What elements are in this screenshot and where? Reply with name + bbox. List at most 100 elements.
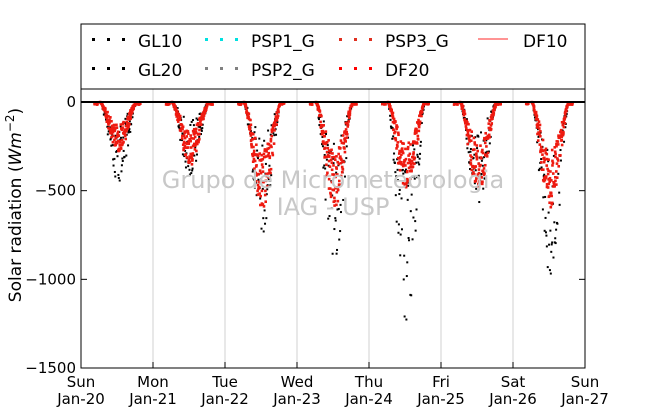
gl-point (411, 144, 414, 147)
df-point (543, 158, 547, 162)
df-point (112, 134, 115, 138)
gl-point (262, 217, 265, 220)
df-point (538, 127, 541, 130)
gl-point (397, 231, 400, 234)
df-point (482, 170, 485, 174)
legend-swatch (92, 38, 95, 41)
df-point (337, 162, 341, 166)
gl-point (411, 175, 414, 178)
df-point (176, 110, 179, 113)
df-point (330, 161, 334, 165)
gl-point (400, 228, 403, 231)
df-point (261, 203, 265, 206)
gl-point (181, 139, 184, 142)
df-point (551, 172, 555, 175)
df-point (340, 165, 344, 169)
df-point (328, 149, 331, 152)
legend-item: GL10 (92, 32, 182, 52)
df-point (559, 134, 563, 138)
df-point (108, 118, 111, 122)
gl-point (116, 155, 119, 158)
gl-point (545, 234, 548, 237)
df-point (181, 143, 185, 147)
df-point (463, 118, 466, 122)
df-point (331, 173, 334, 176)
df-point (270, 134, 274, 138)
df-point (486, 151, 490, 155)
df-point (185, 156, 189, 159)
df-point (479, 156, 483, 160)
df-point (239, 102, 243, 106)
df-point (109, 127, 112, 131)
y-tick-label: −500 (35, 182, 76, 200)
df-point (543, 178, 547, 182)
gl-point (413, 177, 416, 180)
df-point (401, 151, 405, 155)
df-point (470, 168, 474, 172)
gl-point (266, 188, 269, 191)
df-point (409, 177, 412, 180)
legend-swatch (339, 38, 342, 41)
df-point (270, 145, 273, 149)
df-point (473, 166, 476, 170)
df-point (248, 124, 251, 128)
gl-point (327, 164, 330, 167)
gl-point (478, 201, 481, 204)
df-point (562, 125, 566, 129)
df-point (415, 131, 418, 135)
df-point (114, 143, 117, 147)
df-point (320, 125, 324, 128)
df-point (488, 135, 491, 139)
df-point (252, 151, 256, 155)
df-point (166, 102, 170, 106)
df-point (539, 134, 542, 138)
df-point (462, 113, 466, 117)
gl-point (488, 142, 491, 145)
gl-point (474, 169, 477, 172)
df-point (331, 156, 334, 159)
df-point (249, 134, 253, 137)
gl-point (107, 130, 110, 133)
df-point (404, 147, 407, 151)
df-point (266, 154, 270, 157)
df-point (348, 108, 352, 112)
df-point (115, 141, 119, 145)
df-point (117, 134, 121, 138)
df-point (341, 167, 345, 171)
df-point (124, 124, 128, 128)
df-point (115, 123, 118, 127)
gl-point (253, 131, 256, 134)
df-point (130, 110, 134, 114)
gl-point (254, 126, 257, 129)
gl-point (114, 134, 117, 137)
df-point (244, 104, 248, 108)
df-point (251, 138, 254, 141)
legend-swatch (235, 38, 238, 41)
gl-point (465, 137, 468, 140)
gl-point (540, 158, 543, 161)
df-point (475, 157, 479, 161)
gl-point (124, 117, 127, 120)
df-point (125, 120, 128, 124)
x-tick-label-date: Jan-25 (416, 390, 465, 408)
gl-point (268, 179, 271, 182)
df-point (178, 114, 182, 118)
df-point (466, 142, 469, 146)
df-point (182, 147, 186, 150)
df-point (124, 137, 128, 141)
df-point (210, 103, 213, 106)
df-point (487, 133, 491, 137)
df-point (474, 179, 478, 183)
df-point (267, 146, 271, 150)
df-point (262, 205, 266, 208)
df-point (424, 102, 427, 105)
gl-point (201, 127, 204, 130)
legend: GL10 PSP1_G PSP3_G DF10 GL20 PSP2_G DF20 (92, 32, 568, 81)
df-point (411, 165, 414, 169)
df-point (571, 103, 574, 106)
df-point (262, 152, 266, 156)
gl-point (406, 198, 409, 201)
gl-point (106, 133, 109, 136)
df-point (477, 171, 481, 175)
df-point (128, 123, 131, 126)
